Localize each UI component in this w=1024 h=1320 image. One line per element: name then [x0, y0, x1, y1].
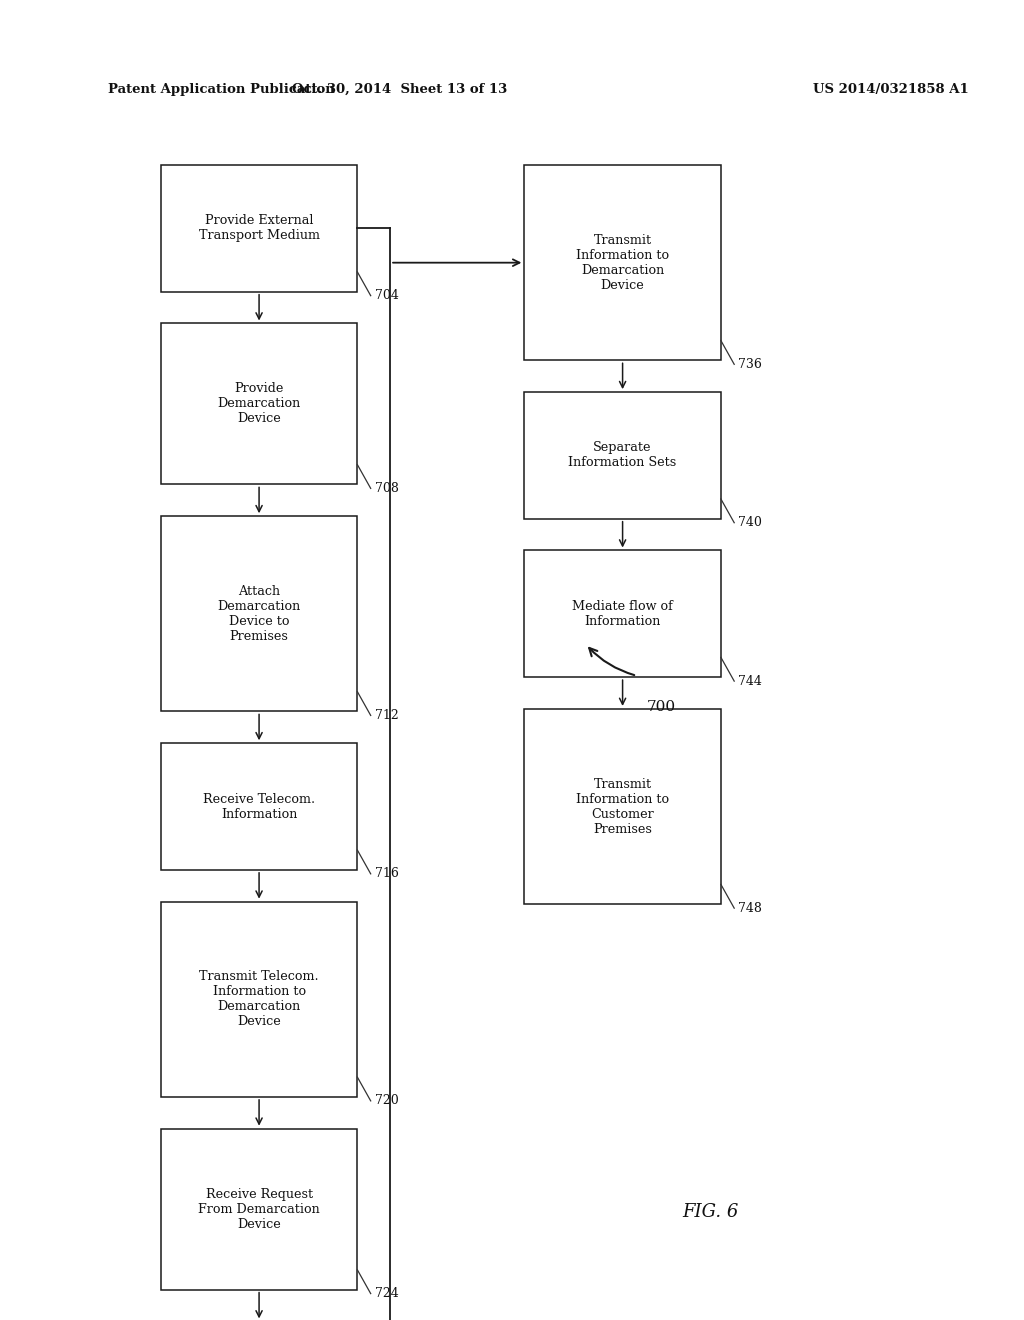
- Bar: [161, 165, 357, 292]
- Text: 744: 744: [738, 675, 762, 688]
- Text: 712: 712: [375, 709, 398, 722]
- Text: 740: 740: [738, 516, 762, 529]
- Text: Provide
Demarcation
Device: Provide Demarcation Device: [217, 383, 301, 425]
- Text: FIG. 6: FIG. 6: [682, 1203, 739, 1221]
- Text: Attach
Demarcation
Device to
Premises: Attach Demarcation Device to Premises: [217, 585, 301, 643]
- Text: US 2014/0321858 A1: US 2014/0321858 A1: [813, 83, 969, 96]
- Text: 736: 736: [738, 358, 762, 371]
- Text: 704: 704: [375, 289, 398, 302]
- Text: Mediate flow of
Information: Mediate flow of Information: [572, 599, 673, 628]
- Bar: [524, 709, 721, 904]
- Bar: [161, 743, 357, 870]
- Text: Oct. 30, 2014  Sheet 13 of 13: Oct. 30, 2014 Sheet 13 of 13: [292, 83, 507, 96]
- Text: Receive Telecom.
Information: Receive Telecom. Information: [203, 792, 315, 821]
- Bar: [524, 550, 721, 677]
- Text: Separate
Information Sets: Separate Information Sets: [568, 441, 677, 470]
- Text: Transmit
Information to
Demarcation
Device: Transmit Information to Demarcation Devi…: [577, 234, 669, 292]
- Text: 748: 748: [738, 902, 762, 915]
- Text: 716: 716: [375, 867, 398, 880]
- Text: Patent Application Publication: Patent Application Publication: [108, 83, 334, 96]
- Bar: [161, 323, 357, 484]
- Text: Transmit Telecom.
Information to
Demarcation
Device: Transmit Telecom. Information to Demarca…: [200, 970, 318, 1028]
- Bar: [161, 516, 357, 711]
- Bar: [524, 165, 721, 360]
- Bar: [161, 902, 357, 1097]
- Text: 720: 720: [375, 1094, 398, 1107]
- Bar: [524, 392, 721, 519]
- Text: Transmit
Information to
Customer
Premises: Transmit Information to Customer Premise…: [577, 777, 669, 836]
- Text: Provide External
Transport Medium: Provide External Transport Medium: [199, 214, 319, 243]
- Text: 724: 724: [375, 1287, 398, 1300]
- Bar: [161, 1129, 357, 1290]
- Text: 700: 700: [647, 700, 676, 714]
- Text: Receive Request
From Demarcation
Device: Receive Request From Demarcation Device: [199, 1188, 319, 1230]
- Text: 708: 708: [375, 482, 398, 495]
